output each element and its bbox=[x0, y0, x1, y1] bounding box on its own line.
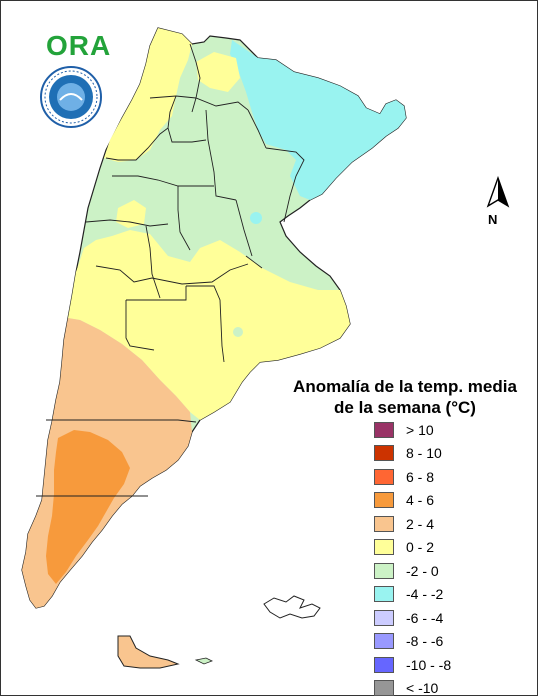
legend-title: Anomalía de la temp. media de la semana … bbox=[290, 376, 520, 418]
legend-item: < -10 bbox=[374, 677, 451, 700]
legend-item: 2 - 4 bbox=[374, 512, 451, 536]
legend-label: -6 - -4 bbox=[406, 610, 443, 626]
legend-swatch bbox=[374, 610, 394, 626]
legend-item: -6 - -4 bbox=[374, 606, 451, 630]
anomaly-green-spot bbox=[233, 327, 243, 337]
anomaly-cyan-spot bbox=[250, 212, 262, 224]
north-label: N bbox=[488, 212, 497, 227]
legend-item: -2 - 0 bbox=[374, 559, 451, 583]
islas-malvinas bbox=[264, 596, 320, 618]
legend-item: 0 - 2 bbox=[374, 536, 451, 560]
legend-swatch bbox=[374, 539, 394, 555]
legend: > 10 8 - 10 6 - 8 4 - 6 2 - 4 0 - 2 -2 -… bbox=[374, 418, 451, 700]
legend-item: -8 - -6 bbox=[374, 630, 451, 654]
legend-swatch bbox=[374, 680, 394, 696]
legend-swatch bbox=[374, 422, 394, 438]
legend-label: -4 - -2 bbox=[406, 586, 443, 602]
legend-label: < -10 bbox=[406, 680, 438, 696]
legend-item: -4 - -2 bbox=[374, 583, 451, 607]
legend-label: -10 - -8 bbox=[406, 657, 451, 673]
legend-swatch bbox=[374, 563, 394, 579]
legend-item: 8 - 10 bbox=[374, 442, 451, 466]
legend-label: 2 - 4 bbox=[406, 516, 434, 532]
legend-label: > 10 bbox=[406, 422, 434, 438]
legend-label: 0 - 2 bbox=[406, 539, 434, 555]
isla-de-los-estados bbox=[196, 658, 212, 664]
legend-swatch bbox=[374, 633, 394, 649]
legend-swatch bbox=[374, 492, 394, 508]
legend-item: > 10 bbox=[374, 418, 451, 442]
legend-item: -10 - -8 bbox=[374, 653, 451, 677]
legend-item: 4 - 6 bbox=[374, 489, 451, 513]
legend-label: -2 - 0 bbox=[406, 563, 439, 579]
legend-item: 6 - 8 bbox=[374, 465, 451, 489]
legend-swatch bbox=[374, 469, 394, 485]
legend-label: 8 - 10 bbox=[406, 445, 442, 461]
ora-logo: ORA bbox=[46, 30, 111, 62]
legend-title-line1: Anomalía de la temp. media bbox=[290, 376, 520, 397]
smn-seal-icon bbox=[40, 66, 102, 128]
legend-label: 4 - 6 bbox=[406, 492, 434, 508]
north-arrow-icon bbox=[482, 176, 514, 230]
tierra-del-fuego bbox=[118, 636, 178, 668]
legend-label: -8 - -6 bbox=[406, 633, 443, 649]
legend-title-line2: de la semana (°C) bbox=[290, 397, 520, 418]
legend-swatch bbox=[374, 445, 394, 461]
legend-swatch bbox=[374, 657, 394, 673]
legend-swatch bbox=[374, 586, 394, 602]
legend-swatch bbox=[374, 516, 394, 532]
legend-label: 6 - 8 bbox=[406, 469, 434, 485]
